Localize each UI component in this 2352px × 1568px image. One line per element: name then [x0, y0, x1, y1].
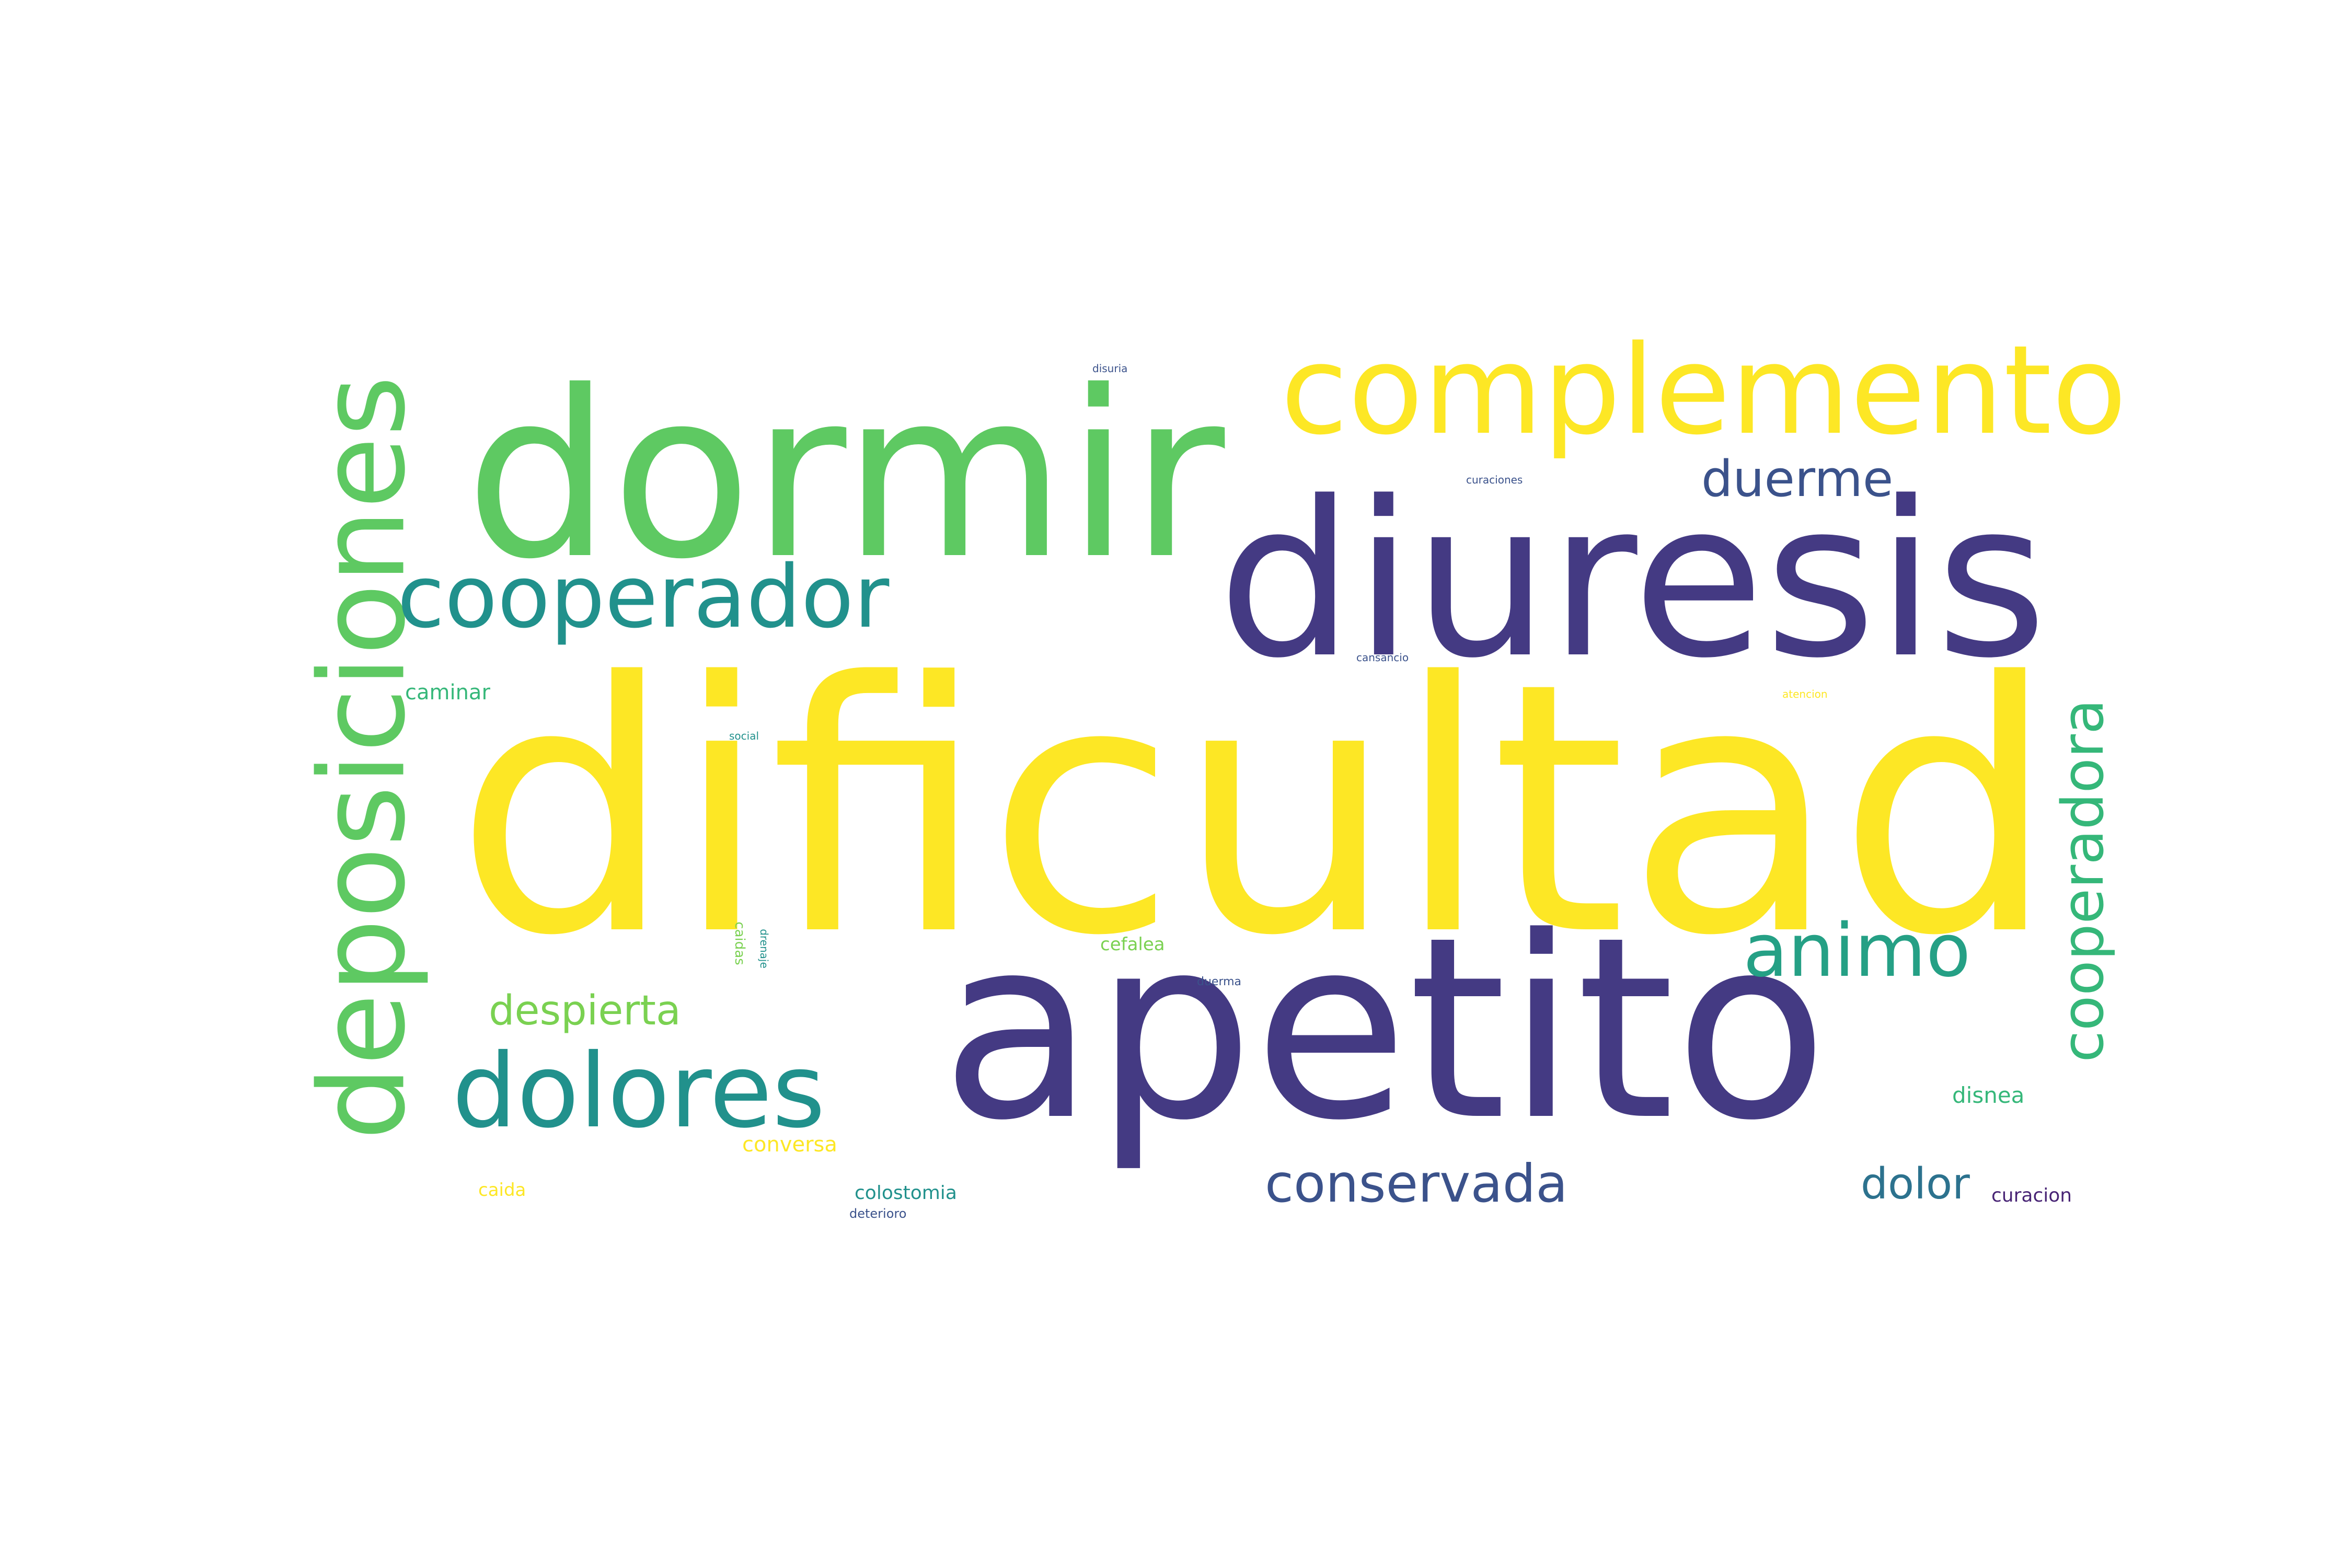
word-cefalea: cefalea	[1100, 934, 1165, 955]
word-cansancio: cansancio	[1356, 651, 1409, 664]
word-caidas: caidas	[732, 921, 747, 965]
word-complemento: complemento	[1281, 319, 2127, 462]
word-disnea: disnea	[1952, 1082, 2025, 1108]
word-curacion: curacion	[1991, 1185, 2072, 1206]
word-dificultad: dificultad	[455, 609, 2057, 1011]
word-duerme: duerme	[1701, 451, 1894, 508]
word-social: social	[729, 730, 759, 742]
word-deposiciones: deposiciones	[294, 375, 432, 1140]
word-curaciones: curaciones	[1466, 474, 1523, 486]
word-caida: caida	[478, 1180, 526, 1201]
word-disuria: disuria	[1092, 362, 1128, 375]
word-colostomia: colostomia	[855, 1182, 957, 1204]
word-conversa: conversa	[742, 1133, 837, 1157]
word-dormir: dormir	[465, 342, 1225, 609]
word-despierta: despierta	[489, 987, 681, 1034]
word-conservada: conservada	[1265, 1153, 1568, 1214]
word-dolores: dolores	[452, 1032, 826, 1150]
word-duerma: duerma	[1197, 975, 1242, 988]
word-apetito: apetito	[941, 883, 1828, 1175]
word-drenaje: drenaje	[758, 929, 770, 969]
word-dolor: dolor	[1861, 1159, 1970, 1209]
word-animo: animo	[1743, 908, 1971, 994]
word-caminar: caminar	[405, 681, 490, 705]
word-cooperador: cooperador	[397, 547, 890, 647]
word-atencion: atencion	[1782, 688, 1828, 700]
word-deterioro: deterioro	[849, 1206, 907, 1221]
word-diuresis: diuresis	[1218, 455, 2047, 705]
word-cooperadora: cooperadora	[2049, 699, 2116, 1063]
